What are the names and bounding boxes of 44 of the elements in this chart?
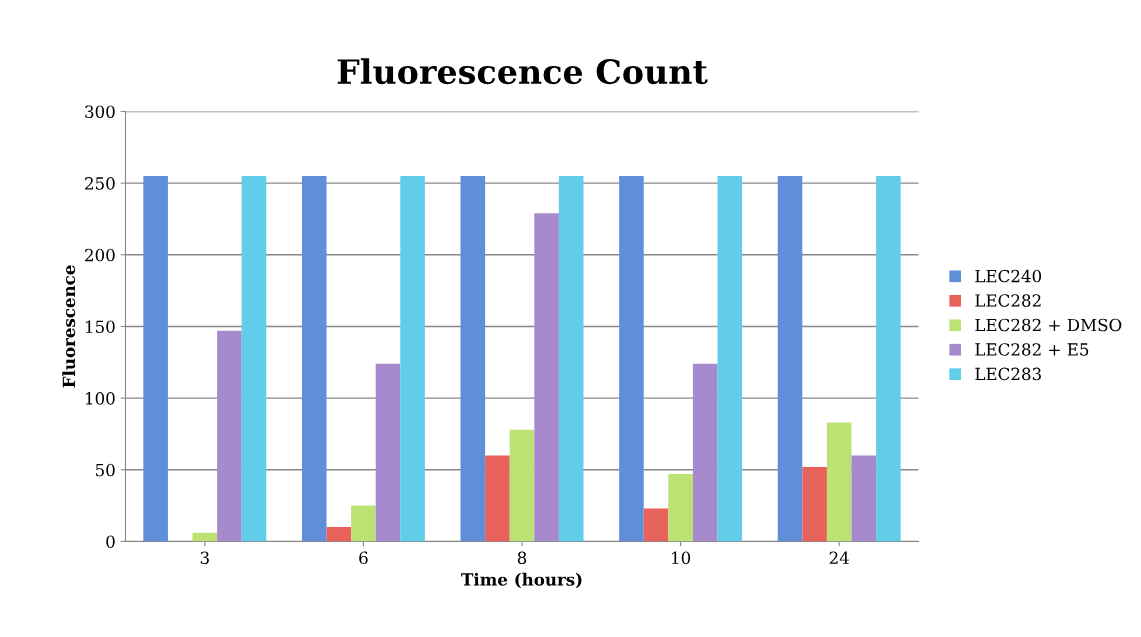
bar bbox=[217, 330, 242, 542]
bar bbox=[826, 422, 852, 542]
y-tick-label: 50 bbox=[96, 463, 115, 477]
legend-label: LEC283 bbox=[975, 367, 1041, 381]
y-tick-label: 100 bbox=[86, 392, 115, 405]
x-tick-label: 24 bbox=[829, 551, 849, 564]
bar bbox=[143, 175, 168, 542]
y-tick-label: 200 bbox=[85, 248, 115, 262]
bar bbox=[509, 429, 535, 542]
bar bbox=[851, 455, 877, 542]
y-tick-label: 150 bbox=[86, 320, 115, 334]
bar bbox=[326, 527, 352, 542]
bar bbox=[192, 532, 218, 542]
bar bbox=[301, 175, 327, 542]
bar bbox=[777, 175, 803, 542]
x-tick-label: 3 bbox=[200, 551, 209, 565]
bar bbox=[643, 508, 669, 542]
x-tick-label: 6 bbox=[359, 551, 368, 565]
y-tick-label: 250 bbox=[85, 177, 115, 190]
bar bbox=[460, 175, 486, 542]
legend-label: LEC282 bbox=[975, 294, 1041, 307]
bar bbox=[619, 175, 644, 542]
bar bbox=[558, 175, 584, 542]
legend-label: LEC282 + DMSO bbox=[975, 318, 1122, 332]
bar bbox=[375, 363, 401, 542]
x-tick-label: 8 bbox=[517, 551, 527, 565]
bar bbox=[400, 175, 425, 542]
y-tick-label: 0 bbox=[106, 535, 115, 549]
legend-label: LEC282 + E5 bbox=[975, 343, 1089, 356]
y-axis-title: Fluorescence bbox=[62, 265, 76, 388]
bar bbox=[485, 455, 510, 542]
bar bbox=[241, 175, 267, 542]
bar bbox=[876, 175, 901, 542]
bar bbox=[668, 474, 693, 542]
bar bbox=[692, 363, 718, 542]
bar bbox=[351, 505, 376, 542]
legend-label: LEC240 bbox=[975, 269, 1042, 283]
x-axis-title: Time (hours) bbox=[461, 572, 582, 589]
bar bbox=[802, 466, 827, 542]
chart-title: Fluorescence Count bbox=[337, 58, 708, 85]
bar bbox=[534, 213, 559, 542]
bar bbox=[717, 175, 743, 542]
y-tick-label: 300 bbox=[85, 105, 115, 119]
x-tick-label: 10 bbox=[672, 551, 691, 565]
